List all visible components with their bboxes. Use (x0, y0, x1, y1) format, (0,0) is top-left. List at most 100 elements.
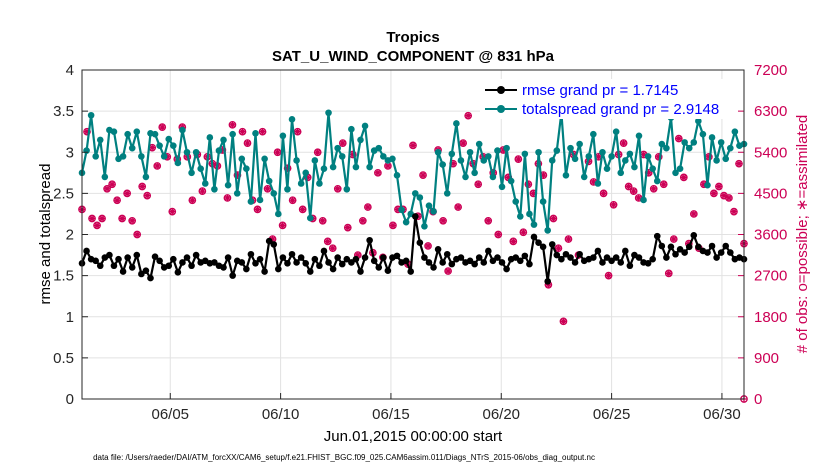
totalspread-point (160, 153, 168, 160)
obs-assimilated-marker (665, 269, 673, 277)
obs-assimilated-marker (409, 141, 417, 149)
rmse-point (306, 268, 314, 275)
totalspread-point (380, 153, 387, 160)
obs-assimilated-marker (474, 180, 482, 188)
totalspread-point (649, 165, 656, 172)
y-right-tick-label: 5400 (754, 144, 787, 161)
totalspread-point (590, 130, 597, 138)
obs-assimilated-marker (700, 180, 708, 188)
obs-point (554, 244, 563, 253)
rmse-point (443, 250, 451, 258)
totalspread-point (471, 169, 478, 177)
obs-assimilated-marker (645, 169, 653, 177)
totalspread-point (361, 122, 369, 130)
totalspread-point (352, 163, 360, 171)
totalspread-point (170, 142, 177, 149)
rmse-point (375, 264, 383, 271)
obs-point (158, 123, 167, 131)
obs-point (98, 214, 106, 223)
totalspread-point (206, 134, 214, 141)
rmse-point (603, 254, 611, 261)
totalspread-point (119, 153, 127, 160)
totalspread-point (238, 155, 246, 163)
obs-assimilated-marker (138, 183, 146, 191)
totalspread-point (713, 157, 720, 164)
rmse-point (727, 249, 734, 256)
obs-assimilated-marker (610, 201, 618, 209)
obs-assimilated-marker (349, 151, 357, 159)
rmse-point (612, 254, 620, 261)
totalspread-point (316, 180, 323, 187)
obs-assimilated-marker (123, 189, 131, 197)
totalspread-point (599, 148, 606, 156)
rmse-point (416, 239, 424, 247)
rmse-point (626, 262, 634, 270)
rmse-point (252, 259, 259, 267)
totalspread-point (672, 169, 679, 177)
obs-assimilated-marker (544, 281, 552, 289)
x-tick-label: 06/15 (372, 406, 410, 423)
obs-assimilated-marker (459, 139, 467, 147)
totalspread-point (192, 148, 200, 156)
rmse-point (548, 241, 556, 248)
totalspread-point (690, 139, 698, 146)
obs-assimilated-marker (730, 208, 738, 216)
chart-title: Tropics (386, 29, 439, 46)
totalspread-point (663, 144, 670, 152)
y-axis-label: rmse and totalspread (37, 164, 54, 305)
x-axis-label: Jun.01,2015 00:00:00 start (324, 428, 503, 445)
rmse-point (567, 254, 574, 261)
totalspread-point (430, 208, 437, 215)
totalspread-point (731, 128, 739, 135)
rmse-point (96, 262, 104, 270)
legend-rmse-label: rmse grand pr = 1.7145 (522, 82, 678, 99)
y-tick-label: 1.5 (53, 268, 74, 285)
obs-point (318, 216, 327, 225)
totalspread-point (329, 163, 337, 171)
rmse-point (270, 241, 278, 248)
totalspread-point (256, 196, 264, 204)
obs-assimilated-marker (720, 192, 728, 200)
rmse-point (370, 257, 378, 265)
obs-point (328, 244, 337, 253)
rmse-point (485, 247, 492, 255)
x-tick-label: 06/20 (482, 406, 520, 423)
totalspread-point (562, 171, 570, 179)
obs-point (514, 155, 523, 163)
rmse-point (156, 257, 163, 265)
totalspread-point (658, 140, 666, 148)
totalspread-point (717, 139, 725, 146)
obs-assimilated-marker (529, 189, 537, 197)
rmse-point (211, 259, 218, 266)
totalspread-point (653, 177, 661, 185)
totalspread-point (138, 153, 145, 160)
totalspread-point (608, 153, 615, 160)
rmse-point (220, 264, 227, 271)
totalspread-point (521, 150, 529, 158)
obs-point (464, 111, 473, 120)
obs-point (619, 139, 628, 147)
totalspread-point (92, 153, 99, 160)
obs-assimilated-marker (254, 205, 262, 213)
rmse-point (475, 254, 483, 261)
rmse-point (430, 264, 437, 271)
rmse-point (599, 259, 606, 266)
obs-point (133, 230, 142, 239)
rmse-point (265, 237, 273, 245)
obs-point (374, 168, 382, 177)
obs-point (735, 159, 743, 168)
obs-assimilated-marker (233, 171, 241, 179)
rmse-point (425, 259, 433, 266)
obs-assimilated-marker (675, 135, 683, 143)
obs-assimilated-marker (143, 192, 151, 200)
legend-box (480, 79, 738, 119)
obs-assimilated-marker (590, 178, 598, 186)
totalspread-point (393, 171, 401, 179)
obs-point (454, 203, 462, 211)
obs-point (103, 184, 111, 193)
legend-spread-marker (497, 105, 505, 113)
obs-point (674, 134, 683, 143)
obs-point (409, 141, 417, 150)
rmse-point (311, 255, 319, 263)
obs-point (273, 148, 282, 157)
